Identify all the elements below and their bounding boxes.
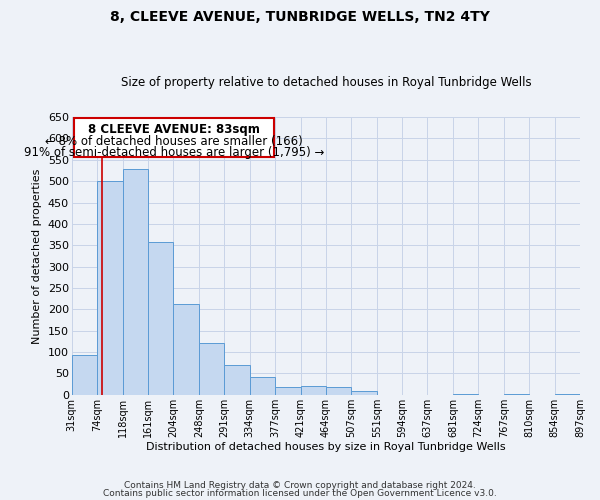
Text: ← 8% of detached houses are smaller (166): ← 8% of detached houses are smaller (166… xyxy=(45,134,303,147)
Title: Size of property relative to detached houses in Royal Tunbridge Wells: Size of property relative to detached ho… xyxy=(121,76,531,90)
Y-axis label: Number of detached properties: Number of detached properties xyxy=(32,168,42,344)
FancyBboxPatch shape xyxy=(74,118,274,157)
Bar xyxy=(453,394,478,395)
Bar xyxy=(504,394,529,395)
Bar xyxy=(123,169,148,395)
Bar xyxy=(275,387,301,395)
X-axis label: Distribution of detached houses by size in Royal Tunbridge Wells: Distribution of detached houses by size … xyxy=(146,442,506,452)
Bar xyxy=(72,355,97,395)
Text: 8, CLEEVE AVENUE, TUNBRIDGE WELLS, TN2 4TY: 8, CLEEVE AVENUE, TUNBRIDGE WELLS, TN2 4… xyxy=(110,10,490,24)
Text: Contains public sector information licensed under the Open Government Licence v3: Contains public sector information licen… xyxy=(103,488,497,498)
Text: 91% of semi-detached houses are larger (1,795) →: 91% of semi-detached houses are larger (… xyxy=(23,146,324,159)
Bar xyxy=(199,342,224,395)
Bar xyxy=(555,394,580,395)
Bar xyxy=(224,365,250,395)
Text: 8 CLEEVE AVENUE: 83sqm: 8 CLEEVE AVENUE: 83sqm xyxy=(88,123,260,136)
Bar xyxy=(351,390,377,395)
Bar xyxy=(326,387,351,395)
Bar xyxy=(97,181,123,395)
Bar xyxy=(173,304,199,395)
Text: Contains HM Land Registry data © Crown copyright and database right 2024.: Contains HM Land Registry data © Crown c… xyxy=(124,481,476,490)
Bar xyxy=(301,386,326,395)
Bar xyxy=(148,242,173,395)
Bar xyxy=(250,377,275,395)
